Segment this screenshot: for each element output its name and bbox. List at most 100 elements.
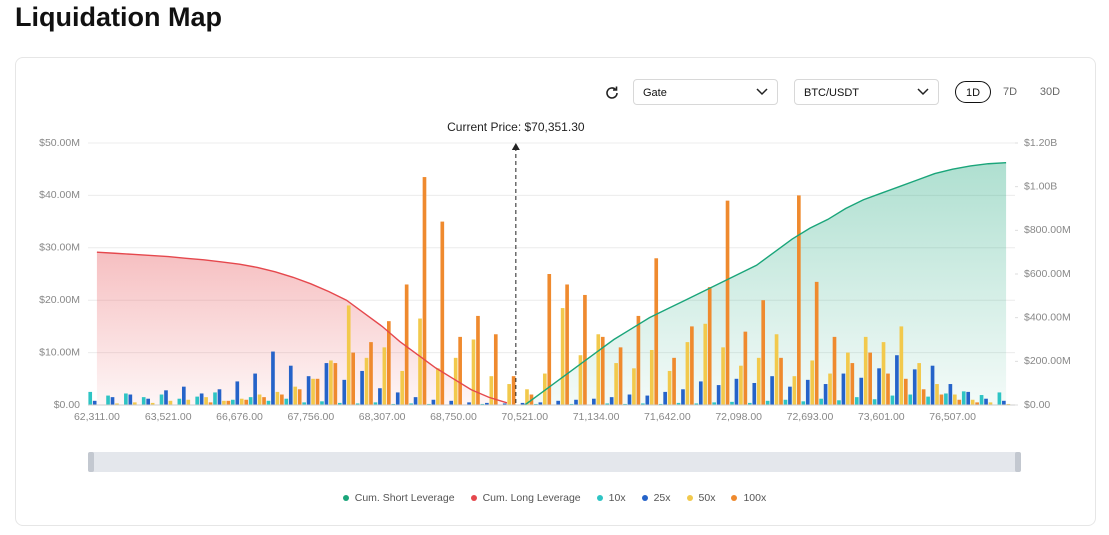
bar bbox=[547, 274, 552, 405]
x-tick-label: 62,311.00 bbox=[74, 411, 120, 423]
area bbox=[96, 252, 507, 405]
bar bbox=[124, 393, 128, 405]
bar bbox=[944, 393, 948, 405]
bar bbox=[658, 403, 663, 405]
bar bbox=[306, 376, 311, 405]
bar bbox=[493, 334, 498, 405]
y2-tick-label: $600.00M bbox=[1024, 268, 1071, 280]
bar bbox=[694, 403, 699, 405]
x-tick-label: 68,307.00 bbox=[359, 411, 406, 423]
bar bbox=[592, 398, 596, 405]
bar bbox=[627, 394, 632, 405]
bar bbox=[930, 365, 935, 405]
legend-item[interactable]: Cum. Long Leverage bbox=[470, 492, 581, 504]
bar bbox=[418, 318, 422, 405]
bar bbox=[257, 394, 262, 405]
y-tick-label: $30.00M bbox=[39, 242, 80, 254]
bar bbox=[895, 355, 899, 405]
bar bbox=[783, 399, 788, 405]
cumulative-line bbox=[96, 251, 508, 404]
range-slider[interactable] bbox=[88, 452, 1021, 472]
bar bbox=[828, 373, 832, 405]
bar bbox=[217, 389, 222, 405]
bar bbox=[485, 402, 489, 405]
exchange: Gate bbox=[643, 87, 667, 99]
bar bbox=[690, 326, 694, 405]
legend-marker bbox=[470, 495, 477, 501]
bar bbox=[632, 368, 636, 405]
bar bbox=[953, 394, 957, 405]
bar bbox=[1002, 400, 1006, 405]
bar bbox=[382, 347, 387, 405]
bar bbox=[293, 386, 298, 405]
bar bbox=[578, 355, 583, 405]
bar bbox=[926, 396, 930, 405]
bar bbox=[534, 403, 538, 405]
bar bbox=[654, 258, 659, 405]
range-tab[interactable]: 7D bbox=[1002, 86, 1018, 98]
bar bbox=[908, 394, 913, 405]
bar bbox=[266, 400, 271, 405]
bar bbox=[743, 331, 748, 405]
bar bbox=[351, 352, 356, 405]
bar bbox=[538, 402, 543, 405]
slider-handle[interactable] bbox=[1015, 452, 1021, 472]
bar bbox=[413, 397, 418, 405]
range-tab[interactable]: 1D bbox=[955, 81, 991, 103]
bar bbox=[565, 284, 569, 405]
bar bbox=[707, 287, 712, 405]
bar bbox=[355, 403, 360, 405]
annotation: Current Price: $70,351.30 bbox=[447, 120, 585, 134]
bar bbox=[556, 400, 561, 405]
legend-item[interactable]: Cum. Short Leverage bbox=[342, 492, 455, 504]
legend-label: 50x bbox=[698, 492, 716, 504]
legend-item[interactable]: 100x bbox=[731, 492, 766, 504]
y-tick-label: $20.00M bbox=[39, 294, 80, 306]
bar bbox=[614, 363, 618, 405]
bar bbox=[641, 403, 645, 405]
bar bbox=[961, 391, 966, 405]
bar bbox=[583, 294, 587, 405]
bar bbox=[449, 400, 454, 405]
bar bbox=[984, 398, 988, 405]
legend-label: Cum. Short Leverage bbox=[354, 492, 455, 504]
bar bbox=[159, 394, 164, 405]
bar bbox=[244, 399, 249, 405]
bar bbox=[204, 397, 208, 405]
bar bbox=[712, 402, 716, 405]
bar bbox=[685, 342, 690, 405]
slider-handle[interactable] bbox=[88, 452, 94, 472]
bar bbox=[297, 389, 302, 405]
bar bbox=[378, 388, 382, 405]
range-tab[interactable]: 30D bbox=[1039, 86, 1061, 98]
y2-tick-label: $200.00M bbox=[1024, 355, 1071, 367]
y-tick-label: $10.00M bbox=[39, 346, 80, 358]
legend-item[interactable]: 50x bbox=[686, 492, 716, 504]
bar bbox=[284, 398, 289, 405]
bar bbox=[213, 392, 217, 405]
legend-item[interactable]: 10x bbox=[596, 492, 626, 504]
x-tick-label: 66,676.00 bbox=[216, 411, 263, 423]
bar bbox=[636, 315, 641, 405]
bar bbox=[886, 373, 890, 405]
bar bbox=[146, 398, 150, 405]
bar bbox=[672, 357, 676, 405]
bar bbox=[1006, 403, 1011, 405]
exchange-select[interactable]: Gate bbox=[633, 79, 778, 105]
bar bbox=[106, 395, 110, 405]
bar bbox=[716, 385, 721, 405]
legend-item[interactable]: 25x bbox=[641, 492, 671, 504]
bar bbox=[805, 379, 810, 405]
bar bbox=[698, 381, 703, 405]
bar bbox=[88, 391, 93, 405]
refresh-button[interactable] bbox=[604, 85, 620, 101]
chevron bbox=[917, 88, 929, 96]
legend-marker bbox=[641, 495, 648, 501]
bar bbox=[422, 177, 427, 405]
bar bbox=[346, 305, 351, 405]
bar bbox=[453, 357, 458, 405]
bar bbox=[222, 400, 226, 405]
pair-select[interactable]: BTC/USDT bbox=[794, 79, 939, 105]
bar bbox=[605, 403, 610, 405]
bar bbox=[681, 389, 685, 405]
